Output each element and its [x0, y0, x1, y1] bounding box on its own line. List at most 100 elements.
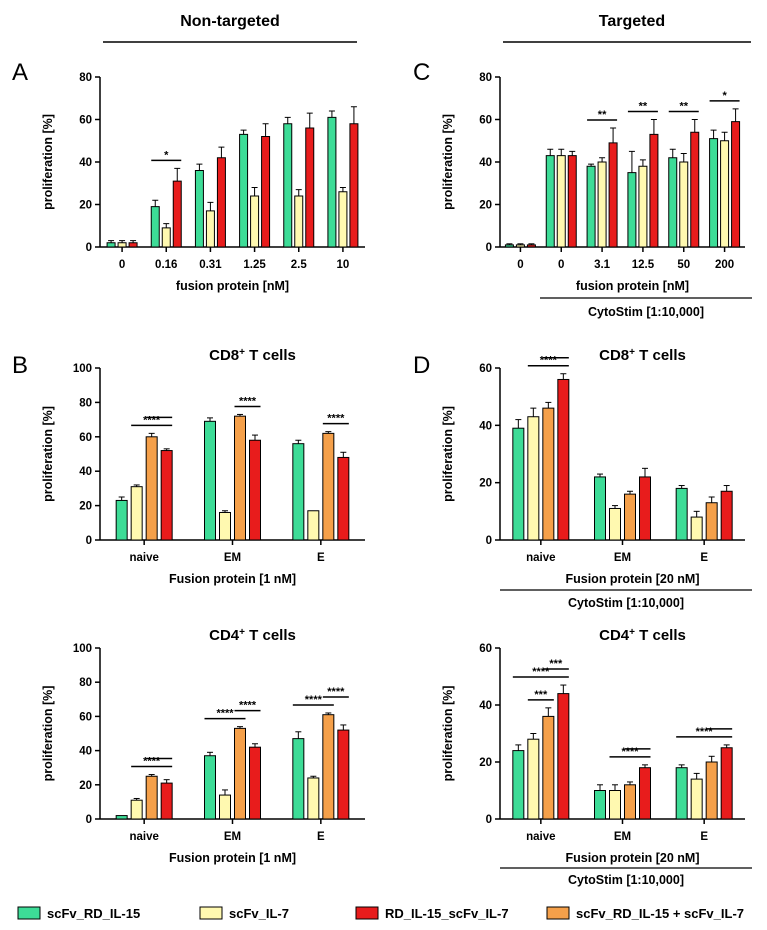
legend-label: scFv_RD_IL-15 + scFv_IL-7 [576, 906, 744, 921]
bar [545, 155, 555, 248]
y-axis-label: proliferation [%] [41, 406, 55, 502]
bar [337, 456, 350, 541]
bar [675, 767, 688, 820]
significance-label: *** [549, 658, 563, 670]
y-tick-label: 100 [73, 643, 92, 655]
bar [594, 476, 606, 541]
y-tick-label: 20 [479, 200, 492, 212]
bar [338, 191, 348, 248]
chart-title: CD8+ T cells [599, 347, 686, 365]
panel-label-b: B [12, 352, 28, 379]
significance-label: * [164, 149, 169, 161]
bar [294, 195, 304, 248]
bar [128, 242, 138, 248]
x-tick-label: naive [129, 831, 158, 843]
legend-item: scFv_IL-7 [199, 906, 289, 921]
bar [609, 790, 621, 820]
bar [624, 493, 636, 541]
x-tick-label: EM [224, 552, 241, 564]
bar [557, 693, 570, 820]
panel-label-c: C [413, 59, 430, 86]
bar [709, 138, 719, 248]
significance-label: **** [327, 686, 345, 698]
bar [205, 210, 215, 248]
y-tick-label: 60 [479, 363, 492, 375]
y-tick-label: 80 [79, 72, 92, 84]
x-axis-label: Fusion protein [1 nM] [169, 851, 296, 865]
y-tick-label: 0 [486, 242, 492, 254]
bar [512, 427, 525, 541]
significance-label: **** [216, 708, 234, 720]
y-tick-label: 20 [479, 757, 492, 769]
y-tick-label: 60 [79, 432, 92, 444]
y-tick-label: 40 [479, 157, 492, 169]
y-tick-label: 80 [79, 677, 92, 689]
x-axis-label: fusion protein [nM] [176, 279, 289, 293]
bar [204, 755, 216, 820]
bar [624, 784, 636, 820]
bar [731, 121, 741, 248]
bar [349, 123, 359, 248]
bar [305, 127, 315, 248]
bar [705, 761, 718, 820]
y-tick-label: 20 [479, 478, 492, 490]
y-tick-label: 20 [79, 501, 92, 513]
legend-label: scFv_RD_IL-15 [47, 906, 140, 921]
bar [194, 170, 204, 248]
chart-A: 0 20 40 60 80 0 0.16 0.31 1.25 2.5 10 proliferation… [41, 72, 365, 293]
y-tick-label: 80 [79, 397, 92, 409]
bar [307, 510, 320, 541]
header-right: Targeted [599, 13, 665, 30]
x-tick-label: naive [129, 552, 158, 564]
chart-C: 0 20 40 60 80 0 0 3.1 12.5 50 200 proliferation [%]… [441, 72, 752, 319]
x-axis-label-secondary: CytoStim [1:10,000] [588, 305, 704, 319]
significance-label: **** [327, 413, 345, 425]
y-tick-label: 40 [79, 157, 92, 169]
significance-label: **** [532, 666, 550, 678]
significance-label: **** [621, 746, 639, 758]
x-axis-label-secondary: CytoStim [1:10,000] [568, 596, 684, 610]
x-tick-label: EM [224, 831, 241, 843]
bar [204, 420, 216, 541]
x-tick-label: 0 [119, 259, 125, 271]
x-tick-label: EM [614, 552, 631, 564]
bar [234, 415, 246, 541]
legend-item: scFv_RD_IL-15 + scFv_IL-7 [546, 906, 744, 921]
bar [145, 436, 158, 541]
bar [239, 133, 249, 248]
legend-item: RD_IL-15_scFv_IL-7 [355, 906, 509, 921]
bar [649, 133, 659, 248]
x-tick-label: 50 [677, 259, 690, 271]
bar [690, 516, 703, 541]
y-tick-label: 0 [86, 242, 92, 254]
bar [115, 815, 128, 820]
bar [515, 244, 525, 248]
bar [160, 782, 173, 820]
chart-title: CD4+ T cells [209, 627, 296, 645]
bar [638, 165, 648, 248]
x-axis-label: fusion protein [nM] [576, 279, 689, 293]
legend-swatch [199, 906, 223, 920]
bar [639, 767, 651, 820]
y-tick-label: 0 [486, 535, 492, 547]
bar [639, 476, 651, 541]
y-tick-label: 100 [73, 363, 92, 375]
bar [586, 165, 596, 248]
legend-label: scFv_IL-7 [229, 906, 289, 921]
x-axis-label: Fusion protein [20 nM] [565, 572, 699, 586]
x-tick-label: naive [526, 831, 555, 843]
bar [234, 727, 246, 820]
bar [679, 161, 689, 248]
bar [594, 790, 606, 820]
bar [720, 747, 733, 820]
y-axis-label: proliferation [%] [41, 686, 55, 782]
bar [556, 155, 566, 248]
y-tick-label: 60 [479, 643, 492, 655]
chart-title: CD4+ T cells [599, 627, 686, 645]
y-tick-label: 0 [86, 814, 92, 826]
y-axis-label: proliferation [%] [441, 114, 455, 210]
significance-label: **** [143, 414, 161, 426]
significance-label: * [722, 90, 727, 102]
